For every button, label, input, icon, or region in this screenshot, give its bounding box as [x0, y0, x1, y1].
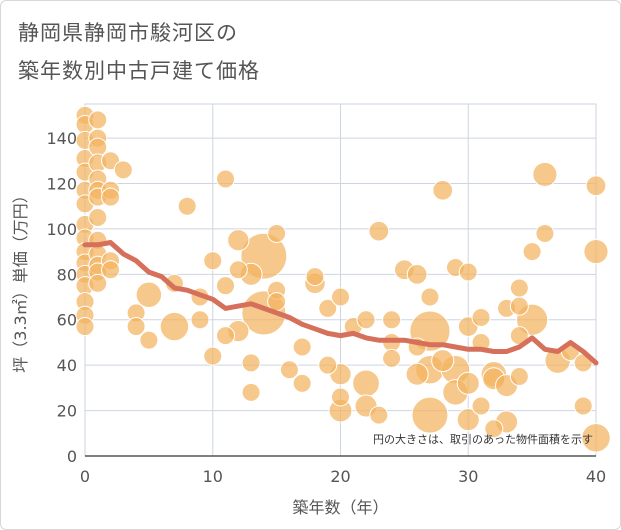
data-point [75, 317, 95, 337]
data-point [203, 346, 223, 366]
data-point [458, 262, 478, 282]
data-point [88, 110, 108, 130]
chart-title-line-2: 築年数別中古戸建て価格 [18, 59, 260, 83]
data-point [356, 310, 376, 330]
data-point [241, 353, 261, 373]
data-point [267, 223, 287, 243]
data-point [532, 161, 558, 187]
bubble-layer [75, 105, 611, 453]
data-point [292, 337, 312, 357]
trend-line [82, 240, 599, 366]
chart-title-line-1: 静岡県静岡市駿河区の [18, 21, 238, 45]
data-point [484, 419, 504, 439]
data-point [227, 229, 250, 252]
data-point [585, 175, 607, 197]
data-point [292, 373, 312, 393]
data-point [88, 208, 108, 228]
y-tick-label: 0 [67, 447, 77, 466]
data-point [318, 298, 338, 318]
data-point [331, 287, 350, 307]
data-point [216, 276, 236, 296]
y-tick-label: 100 [46, 220, 77, 239]
data-point [471, 396, 491, 416]
data-point [535, 223, 555, 243]
data-point [509, 367, 529, 387]
data-point [352, 369, 380, 398]
y-tick-label: 80 [57, 265, 77, 284]
data-point [318, 355, 338, 375]
data-point [509, 278, 529, 298]
data-point [216, 169, 236, 189]
data-point [159, 311, 190, 342]
y-axis-label: 坪（3.3㎡）単価（万円） [11, 187, 30, 372]
axis-ticks: 0 10 20 30 40 0 20 40 60 80 100 120 140 [46, 129, 606, 486]
data-point [411, 396, 449, 434]
bubble-size-note: 円の大きさは、取引のあった物件面積を示す [373, 432, 593, 446]
data-point [267, 292, 287, 312]
data-point [405, 362, 429, 386]
data-point [88, 273, 108, 293]
data-point [216, 326, 236, 346]
data-point [382, 310, 402, 330]
data-point [456, 408, 480, 432]
data-point [228, 260, 248, 280]
data-point [581, 423, 611, 453]
data-point [305, 267, 325, 287]
data-point [522, 242, 542, 262]
y-tick-label: 20 [57, 402, 77, 421]
x-tick-label: 0 [80, 467, 90, 486]
data-point [431, 349, 455, 373]
data-point [203, 251, 223, 271]
data-point [471, 307, 491, 327]
data-point [583, 239, 609, 265]
x-tick-label: 20 [330, 467, 350, 486]
data-point [113, 160, 133, 180]
data-point [382, 348, 402, 368]
data-point [432, 179, 454, 201]
y-tick-label: 60 [57, 311, 77, 330]
x-tick-label: 30 [458, 467, 478, 486]
data-point [177, 196, 197, 216]
data-point [139, 330, 159, 350]
data-point [509, 296, 529, 316]
y-tick-label: 40 [57, 356, 77, 375]
data-point [241, 382, 261, 402]
data-point [135, 281, 163, 308]
data-point [101, 187, 121, 207]
data-point [279, 360, 299, 380]
data-point [406, 263, 428, 285]
data-point [368, 220, 390, 242]
data-point [573, 396, 593, 416]
y-tick-label: 140 [46, 129, 77, 148]
x-tick-label: 10 [203, 467, 223, 486]
data-point [126, 317, 146, 337]
x-tick-label: 40 [586, 467, 606, 486]
data-point [369, 405, 389, 425]
y-tick-label: 120 [46, 174, 77, 193]
data-point [88, 137, 108, 157]
data-point [331, 387, 350, 407]
data-point [190, 310, 210, 330]
x-axis-label: 築年数（年） [292, 498, 388, 517]
data-point [456, 371, 480, 395]
data-point [420, 287, 440, 307]
data-point [101, 260, 121, 280]
